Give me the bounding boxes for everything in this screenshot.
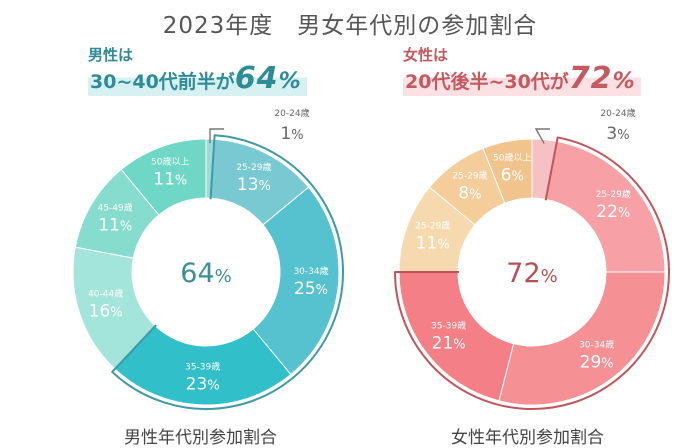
female-slice-2 bbox=[498, 271, 666, 406]
male-slice-6 bbox=[120, 138, 207, 216]
male-slice-value-5: 11% bbox=[98, 215, 132, 235]
male-highlight-prefix: 30~40代前半が bbox=[90, 71, 235, 93]
male-slice-value-6: 11% bbox=[153, 170, 187, 190]
male-slice-value-0: 1% bbox=[280, 124, 303, 144]
female-donut: 72%20-24歳3%25-29歳22%30-34歳29%35-39歳21%25… bbox=[394, 107, 670, 410]
male-highlight-outline bbox=[111, 134, 344, 410]
male-slice-category-0: 20-24歳 bbox=[274, 107, 309, 119]
female-slice-category-3: 35-39歳 bbox=[431, 320, 466, 332]
male-slice-category-3: 35-39歳 bbox=[185, 360, 220, 372]
female-slice-value-2: 29% bbox=[580, 352, 614, 372]
male-highlight: 男性は 30~40代前半が64% bbox=[88, 44, 307, 96]
male-highlight-line1: 男性は bbox=[88, 46, 134, 64]
female-chart-caption: 女性年代別参加割合 bbox=[451, 428, 604, 448]
male-highlight-value: 64 bbox=[234, 61, 279, 96]
male-slice-category-5: 45-49歳 bbox=[98, 201, 133, 213]
female-slice-category-1: 25-29歳 bbox=[596, 188, 631, 200]
male-callout-line bbox=[209, 128, 224, 144]
male-slice-2 bbox=[252, 186, 340, 376]
male-donut-hole bbox=[133, 199, 279, 345]
male-highlight-unit: % bbox=[278, 69, 301, 94]
female-slice-value-3: 21% bbox=[432, 334, 466, 354]
female-slice-value-5: 8% bbox=[458, 184, 481, 204]
male-slice-category-2: 30-34歳 bbox=[293, 265, 328, 277]
female-slice-value-0: 3% bbox=[606, 124, 629, 144]
male-donut: 64%20-24歳1%25-29歳13%30-34歳25%35-39歳23%40… bbox=[72, 107, 344, 410]
female-highlight-outline bbox=[394, 136, 670, 410]
female-highlight-line2: 20代後半~30代が72% bbox=[403, 64, 641, 96]
female-slice-value-1: 22% bbox=[596, 202, 630, 222]
female-highlight-value: 72 bbox=[568, 61, 613, 96]
male-slice-value-1: 13% bbox=[237, 175, 271, 195]
page-title: 2023年度 男女年代別の参加割合 bbox=[162, 13, 538, 39]
female-slice-category-5: 25-29歳 bbox=[452, 170, 487, 182]
female-donut-hole bbox=[459, 199, 605, 345]
female-slice-3 bbox=[398, 271, 515, 402]
female-slice-1 bbox=[545, 140, 666, 273]
male-slice-category-4: 40-44歳 bbox=[88, 288, 123, 300]
male-slice-3 bbox=[114, 325, 292, 406]
female-slice-category-0: 20-24歳 bbox=[600, 107, 635, 119]
female-slice-category-6: 50歳以上 bbox=[493, 151, 531, 163]
male-slice-value-3: 23% bbox=[186, 374, 220, 394]
female-slice-category-2: 30-34歳 bbox=[579, 338, 614, 350]
female-callout-line bbox=[534, 128, 550, 144]
female-slice-category-4: 25-29歳 bbox=[415, 219, 450, 231]
female-slice-value-6: 6% bbox=[501, 165, 524, 185]
female-highlight-unit: % bbox=[612, 69, 635, 94]
male-slice-value-4: 16% bbox=[89, 302, 123, 322]
male-chart-caption: 男性年代別参加割合 bbox=[124, 428, 277, 448]
male-slice-value-2: 25% bbox=[294, 279, 328, 299]
female-slice-6 bbox=[482, 138, 533, 204]
female-highlight-prefix: 20代後半~30代が bbox=[405, 71, 569, 93]
male-highlight-line2: 30~40代前半が64% bbox=[88, 64, 307, 96]
female-highlight: 女性は 20代後半~30代が72% bbox=[403, 44, 641, 96]
female-slice-value-4: 11% bbox=[416, 233, 450, 253]
male-slice-category-6: 50歳以上 bbox=[151, 156, 189, 168]
male-slice-category-1: 25-29歳 bbox=[236, 161, 271, 173]
female-highlight-line1: 女性は bbox=[403, 46, 449, 64]
